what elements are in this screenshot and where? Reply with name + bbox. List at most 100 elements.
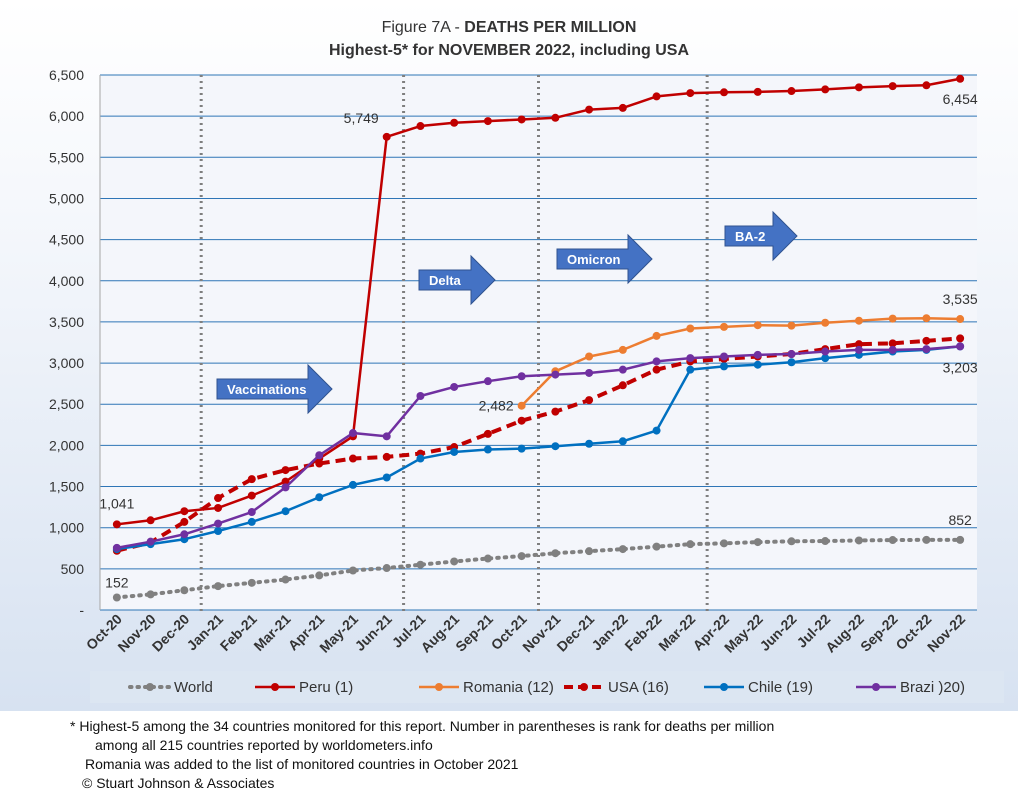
data-point (888, 82, 897, 91)
x-tick-label: Nov-20 (114, 611, 158, 655)
y-tick-label: 1,000 (49, 520, 84, 536)
event-label: Vaccinations (227, 382, 306, 397)
data-point (416, 454, 425, 463)
data-point (450, 118, 459, 127)
y-tick-label: 6,000 (49, 108, 84, 124)
legend-swatch (255, 683, 295, 691)
series (112, 74, 965, 529)
data-point (517, 115, 526, 124)
data-point (247, 508, 256, 517)
data-point (315, 459, 324, 468)
data-point (214, 503, 223, 512)
data-point (146, 537, 155, 546)
data-label: 6,454 (943, 91, 978, 107)
legend-swatch (856, 683, 896, 691)
data-point (888, 345, 897, 354)
data-point (720, 362, 729, 371)
data-point (112, 543, 121, 552)
data-point (854, 340, 863, 349)
x-tick-label: Jun-22 (756, 611, 799, 654)
data-point (483, 554, 492, 563)
event-arrow (216, 363, 333, 415)
data-point (821, 537, 830, 546)
footnotes: * Highest-5 among the 34 countries monit… (70, 717, 774, 793)
x-tick-label: May-22 (721, 611, 766, 656)
data-label: 2,482 (479, 398, 514, 414)
y-tick-label: 3,000 (49, 355, 84, 371)
data-point (382, 432, 391, 441)
data-point (652, 331, 661, 340)
data-point (922, 314, 931, 323)
data-point (214, 494, 223, 503)
legend-item: World (128, 671, 213, 703)
data-point (281, 477, 290, 486)
x-tick-label: Feb-21 (217, 611, 260, 654)
data-point (247, 475, 256, 484)
legend-swatch (419, 683, 459, 691)
data-point (483, 377, 492, 386)
data-point (180, 530, 189, 539)
data-point (753, 87, 762, 96)
data-point (551, 113, 560, 122)
y-tick-label: 5,500 (49, 149, 84, 165)
data-point (483, 429, 492, 438)
data-point (720, 88, 729, 97)
data-point (585, 547, 594, 556)
data-point (753, 538, 762, 547)
data-point (180, 517, 189, 526)
data-point (652, 426, 661, 435)
data-point (382, 132, 391, 141)
data-point (112, 520, 121, 529)
data-point (787, 358, 796, 367)
data-point (517, 416, 526, 425)
data-point (517, 372, 526, 381)
data-point (652, 357, 661, 366)
x-tick-label: Feb-22 (621, 611, 664, 654)
series-line (114, 537, 963, 600)
y-tick-label: 6,500 (49, 67, 84, 83)
data-point (551, 549, 560, 558)
legend-swatch (704, 683, 744, 691)
data-point (956, 535, 965, 544)
footnote-3: Romania was added to the list of monitor… (85, 756, 519, 772)
data-point (652, 92, 661, 101)
legend-item: USA (16) (562, 671, 669, 703)
y-tick-label: 3,500 (49, 314, 84, 330)
data-point (618, 345, 627, 354)
chart-title-bold: DEATHS PER MILLION (464, 19, 636, 36)
data-point (450, 447, 459, 456)
data-point (315, 571, 324, 580)
data-point (281, 466, 290, 475)
x-tick-label: Nov-21 (519, 611, 563, 655)
x-tick-label: Nov-22 (924, 611, 968, 655)
legend-swatch (564, 683, 604, 691)
data-point (787, 87, 796, 96)
x-tick-label: Jun-21 (352, 611, 395, 654)
data-point (483, 117, 492, 126)
data-point (585, 105, 594, 114)
data-point (720, 352, 729, 361)
data-point (686, 540, 695, 549)
event-arrow (724, 210, 798, 262)
legend-label: Brazi )20) (900, 678, 966, 696)
data-point (585, 368, 594, 377)
data-point (686, 324, 695, 333)
data-point (854, 316, 863, 325)
y-tick-label: 5,000 (49, 190, 84, 206)
legend-item: Chile (19) (702, 671, 813, 703)
data-point (416, 122, 425, 131)
series (112, 535, 965, 602)
y-tick-label: 1,500 (49, 479, 84, 495)
series-line (520, 316, 961, 407)
data-point (720, 539, 729, 548)
series-line (116, 345, 961, 551)
chart-title: Figure 7A - DEATHS PER MILLION (382, 19, 637, 36)
data-point (720, 322, 729, 331)
data-point (517, 444, 526, 453)
data-point (416, 392, 425, 400)
data-point (618, 437, 627, 446)
data-point (821, 354, 830, 363)
y-tick-label: 2,500 (49, 396, 84, 412)
plot-area (100, 75, 977, 610)
data-point (214, 526, 223, 535)
